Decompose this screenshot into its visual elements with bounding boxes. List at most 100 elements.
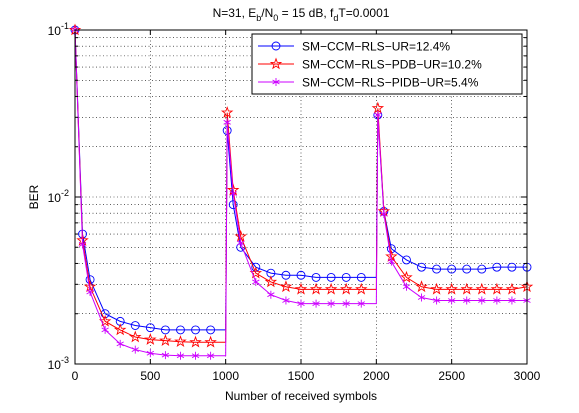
x-tick-label: 1500	[288, 369, 315, 383]
data-point	[116, 339, 124, 348]
data-point	[508, 296, 516, 305]
data-point	[324, 282, 338, 295]
data-point	[176, 351, 185, 360]
chart-title-part: = 15 dB, f	[278, 6, 334, 20]
data-point	[252, 277, 260, 286]
data-point	[229, 189, 237, 198]
legend-box	[251, 33, 523, 95]
data-point	[78, 240, 87, 249]
data-point	[460, 282, 473, 295]
data-point	[417, 293, 426, 302]
legend-item: SM−CCM−RLS−PIDB−UR=5.4%	[258, 76, 479, 90]
x-tick-label: 2000	[363, 369, 390, 383]
data-point	[493, 296, 501, 305]
data-point	[447, 296, 456, 305]
data-point	[251, 262, 261, 272]
data-point	[430, 282, 443, 295]
chart-title: N=31, Eb/N0 = 15 dB, fdT=0.0001	[213, 6, 390, 23]
ticks: 0 500 1000 1500 2000 2500 3000 10-3 10-2 10-1	[48, 21, 541, 383]
data-point	[228, 200, 238, 210]
data-point	[327, 299, 335, 308]
y-tick-label: 10-2	[48, 188, 69, 205]
data-point	[294, 282, 308, 295]
legend: SM−CCM−RLS−UR=12.4% SM−CCM−RLS−PDB−UR=10.…	[251, 33, 523, 95]
data-point	[326, 272, 336, 282]
legend-marker	[272, 78, 280, 86]
data-point	[159, 334, 172, 346]
data-point	[296, 270, 306, 280]
data-point	[463, 296, 471, 305]
x-tick-label: 3000	[514, 369, 541, 383]
data-point	[100, 309, 110, 319]
data-point	[415, 280, 428, 293]
series-line	[74, 29, 527, 357]
data-point	[144, 333, 157, 345]
data-point	[477, 264, 487, 274]
data-point	[206, 325, 216, 335]
data-point	[206, 351, 215, 360]
data-point	[432, 296, 441, 305]
data-point	[356, 272, 366, 282]
data-point	[341, 272, 351, 282]
data-point	[204, 335, 217, 348]
data-point	[160, 325, 170, 335]
data-point	[101, 325, 109, 334]
data-point	[355, 282, 368, 295]
data-point	[130, 321, 140, 330]
y-axis-label: BER	[27, 184, 41, 209]
data-point	[490, 282, 504, 295]
data-point	[131, 345, 139, 354]
data-point	[342, 299, 350, 308]
data-point	[279, 280, 293, 293]
series-line	[74, 29, 527, 331]
data-point	[402, 255, 411, 265]
data-point	[400, 270, 413, 283]
data-point	[174, 335, 187, 348]
data-point	[445, 282, 458, 295]
data-point	[447, 264, 457, 274]
data-point	[282, 296, 290, 305]
legend-marker	[271, 41, 281, 51]
data-point	[86, 287, 94, 296]
data-point	[371, 101, 385, 114]
data-point	[339, 282, 353, 295]
series-3	[71, 26, 531, 360]
chart-title-part: /N	[261, 6, 273, 20]
chart-title-part: N=31, E	[213, 6, 257, 20]
data-point	[417, 262, 426, 272]
data-point	[492, 262, 502, 272]
data-point	[264, 275, 278, 288]
legend-item: SM−CCM−RLS−PDB−UR=10.2%	[258, 57, 482, 72]
data-point	[297, 299, 305, 308]
series-layer	[68, 23, 534, 360]
x-tick-label: 0	[72, 369, 79, 383]
data-point	[281, 270, 291, 280]
chart-title-part: 0	[273, 13, 278, 23]
data-point	[462, 264, 472, 274]
x-tick-label: 1000	[212, 369, 239, 383]
data-point	[191, 351, 200, 360]
y-tick-label: 10-1	[48, 21, 69, 38]
data-point	[113, 323, 127, 336]
data-point	[146, 349, 155, 358]
data-point	[267, 290, 275, 299]
data-point	[145, 323, 155, 333]
legend-label: SM−CCM−RLS−PIDB−UR=5.4%	[302, 76, 479, 90]
data-point	[475, 282, 489, 295]
x-tick-label: 500	[140, 369, 160, 383]
data-point	[357, 299, 365, 308]
data-point	[129, 330, 142, 343]
data-point	[387, 257, 396, 266]
data-point	[223, 118, 231, 127]
legend-marker	[269, 57, 283, 70]
chart-title-part: b	[256, 13, 261, 23]
data-point	[386, 244, 396, 254]
data-point	[432, 264, 442, 274]
data-point	[311, 272, 321, 282]
data-point	[237, 239, 245, 248]
data-point	[309, 282, 323, 295]
x-axis-label: Number of received symbols	[225, 389, 377, 403]
chart-title-part: T=0.0001	[338, 6, 389, 20]
data-point	[505, 282, 519, 295]
